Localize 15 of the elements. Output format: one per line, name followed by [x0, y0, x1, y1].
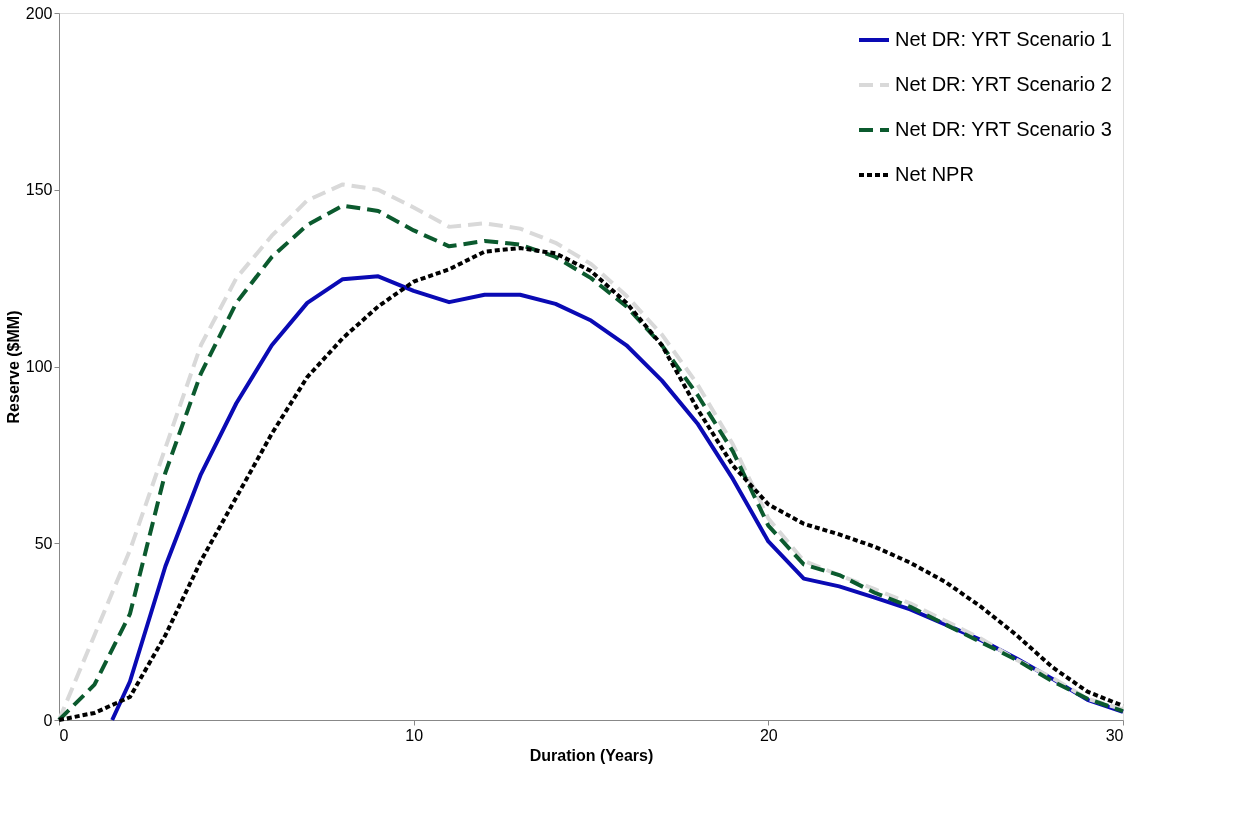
- legend-label: Net DR: YRT Scenario 2: [895, 73, 1112, 95]
- x-tick-label: 10: [405, 726, 424, 744]
- legend-label: Net DR: YRT Scenario 1: [895, 28, 1112, 50]
- x-axis-title: Duration (Years): [529, 746, 654, 764]
- y-axis-title: Reserve ($MM): [4, 310, 22, 424]
- y-tick-label: 0: [43, 711, 53, 729]
- y-tick-label: 200: [25, 4, 53, 22]
- x-tick-label: 0: [59, 726, 69, 744]
- y-tick-label: 150: [25, 181, 53, 199]
- x-tick-label: 30: [1105, 726, 1124, 744]
- y-tick-label: 100: [25, 358, 53, 375]
- legend-label: Net DR: YRT Scenario 3: [895, 118, 1112, 140]
- legend-label: Net NPR: [895, 163, 974, 185]
- x-tick-label: 20: [759, 726, 778, 744]
- y-tick-label: 50: [34, 534, 53, 552]
